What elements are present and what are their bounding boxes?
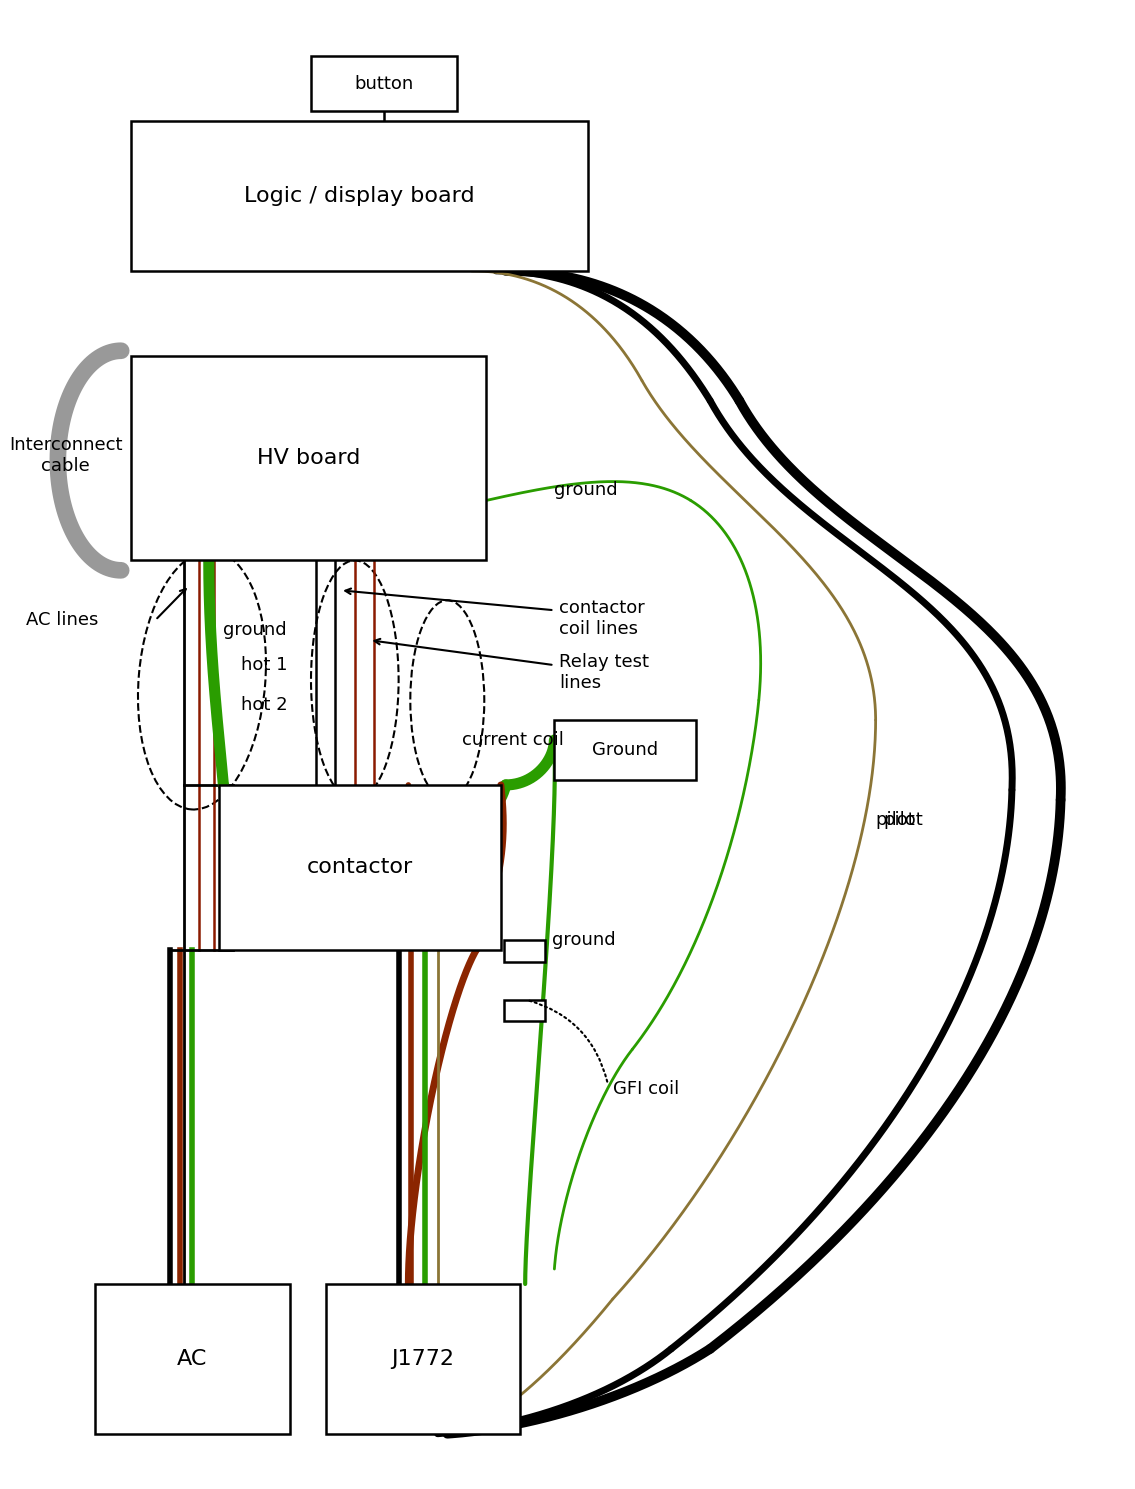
Bar: [504, 999, 545, 1021]
Text: HV board: HV board: [257, 448, 360, 468]
Text: hot 1: hot 1: [241, 657, 287, 675]
Text: contactor: contactor: [306, 858, 413, 877]
Bar: [131, 121, 588, 271]
Text: Interconnect
cable: Interconnect cable: [9, 436, 123, 475]
Text: J1772: J1772: [392, 1349, 454, 1368]
Text: button: button: [354, 74, 413, 92]
Bar: [504, 940, 545, 962]
Bar: [311, 57, 457, 112]
Bar: [219, 785, 501, 950]
Text: contactor
coil lines: contactor coil lines: [560, 599, 645, 637]
Text: ground: ground: [224, 621, 287, 639]
Bar: [95, 1284, 289, 1434]
Text: AC lines: AC lines: [26, 610, 99, 630]
Text: GFI coil: GFI coil: [613, 1081, 679, 1099]
Bar: [554, 721, 696, 780]
Text: Ground: Ground: [591, 742, 658, 759]
Text: Logic / display board: Logic / display board: [244, 186, 474, 205]
Text: ground: ground: [554, 481, 617, 499]
Text: pilot: pilot: [883, 812, 923, 829]
Bar: [326, 1284, 520, 1434]
Text: ground: ground: [553, 931, 616, 948]
Text: AC: AC: [177, 1349, 208, 1368]
Bar: [131, 356, 486, 560]
Text: current coil: current coil: [462, 731, 564, 749]
Text: Relay test
lines: Relay test lines: [560, 652, 649, 691]
Text: hot 2: hot 2: [241, 695, 287, 715]
Text: pilot: pilot: [875, 812, 916, 829]
